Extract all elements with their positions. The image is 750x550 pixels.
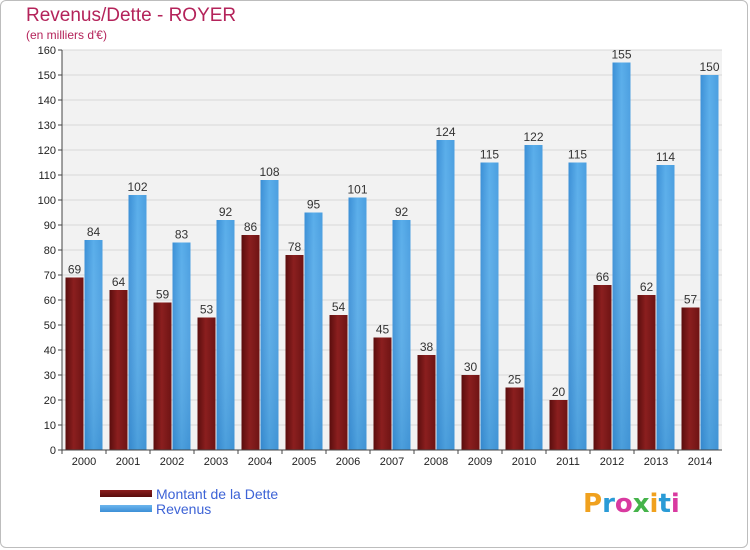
bar-debt bbox=[110, 290, 128, 450]
data-label-debt: 64 bbox=[112, 275, 126, 289]
legend-swatch-debt bbox=[100, 490, 152, 497]
proxiti-logo: Proxiti bbox=[583, 489, 680, 519]
y-tick-label: 90 bbox=[44, 220, 56, 232]
x-tick-label: 2002 bbox=[160, 456, 184, 468]
data-label-debt: 59 bbox=[156, 288, 170, 302]
bar-debt bbox=[418, 355, 436, 450]
data-label-revenue: 108 bbox=[259, 165, 279, 179]
y-tick-label: 50 bbox=[44, 320, 56, 332]
data-label-debt: 54 bbox=[332, 300, 346, 314]
legend-label-revenue: Revenus bbox=[156, 501, 211, 517]
bar-revenue-shade bbox=[173, 243, 191, 451]
x-tick-label: 2013 bbox=[644, 456, 668, 468]
data-label-debt: 69 bbox=[68, 263, 82, 277]
bar-debt bbox=[550, 400, 568, 450]
x-tick-label: 2000 bbox=[72, 456, 96, 468]
x-tick-label: 2003 bbox=[204, 456, 228, 468]
data-label-debt: 53 bbox=[200, 303, 214, 317]
bar-debt bbox=[638, 295, 656, 450]
data-label-debt: 57 bbox=[684, 293, 698, 307]
x-tick-label: 2009 bbox=[468, 456, 492, 468]
y-tick-label: 130 bbox=[38, 120, 56, 132]
data-label-revenue: 115 bbox=[480, 148, 499, 162]
bar-debt bbox=[66, 278, 84, 451]
y-tick-label: 30 bbox=[44, 370, 56, 382]
data-label-debt: 45 bbox=[376, 323, 390, 337]
data-label-revenue: 124 bbox=[435, 125, 455, 139]
data-label-debt: 25 bbox=[508, 373, 522, 387]
data-label-revenue: 101 bbox=[347, 183, 367, 197]
bar-revenue-shade bbox=[305, 213, 323, 451]
bar-debt bbox=[682, 308, 700, 451]
x-tick-label: 2006 bbox=[336, 456, 360, 468]
y-tick-label: 80 bbox=[44, 245, 56, 257]
data-label-debt: 78 bbox=[288, 240, 302, 254]
x-tick-label: 2001 bbox=[116, 456, 140, 468]
data-label-revenue: 102 bbox=[127, 180, 147, 194]
data-label-revenue: 84 bbox=[87, 225, 101, 239]
data-label-revenue: 83 bbox=[175, 228, 189, 242]
bar-debt bbox=[242, 235, 260, 450]
bar-revenue-shade bbox=[85, 240, 103, 450]
bar-revenue-shade bbox=[261, 180, 279, 450]
bar-debt bbox=[286, 255, 304, 450]
bar-revenue-shade bbox=[569, 163, 587, 451]
y-tick-label: 40 bbox=[44, 345, 56, 357]
y-tick-label: 140 bbox=[38, 95, 56, 107]
bar-revenue-shade bbox=[437, 140, 455, 450]
bar-revenue-shade bbox=[129, 195, 147, 450]
data-label-revenue: 122 bbox=[523, 130, 543, 144]
y-tick-label: 150 bbox=[38, 70, 56, 82]
x-tick-label: 2007 bbox=[380, 456, 404, 468]
y-tick-label: 120 bbox=[38, 145, 56, 157]
bar-debt bbox=[594, 285, 612, 450]
bar-revenue-shade bbox=[217, 220, 235, 450]
data-label-revenue: 150 bbox=[699, 60, 719, 74]
bar-debt bbox=[154, 303, 172, 451]
bar-revenue-shade bbox=[613, 63, 631, 451]
data-label-revenue: 95 bbox=[307, 198, 321, 212]
bar-revenue-shade bbox=[349, 198, 367, 451]
x-tick-label: 2008 bbox=[424, 456, 448, 468]
x-tick-label: 2010 bbox=[512, 456, 536, 468]
y-tick-label: 20 bbox=[44, 395, 56, 407]
y-tick-label: 10 bbox=[44, 420, 56, 432]
data-label-debt: 62 bbox=[640, 280, 654, 294]
y-tick-label: 60 bbox=[44, 295, 56, 307]
data-label-revenue: 155 bbox=[611, 48, 631, 62]
legend-swatch-revenue bbox=[100, 505, 152, 512]
data-label-revenue: 114 bbox=[656, 150, 675, 164]
x-tick-label: 2004 bbox=[248, 456, 272, 468]
bar-debt bbox=[462, 375, 480, 450]
x-tick-label: 2011 bbox=[556, 456, 580, 468]
x-tick-label: 2012 bbox=[600, 456, 624, 468]
data-label-revenue: 92 bbox=[395, 205, 409, 219]
data-label-revenue: 92 bbox=[219, 205, 233, 219]
data-label-debt: 38 bbox=[420, 340, 434, 354]
bar-revenue-shade bbox=[701, 75, 719, 450]
data-label-debt: 30 bbox=[464, 360, 478, 374]
bar-debt bbox=[330, 315, 348, 450]
y-tick-label: 110 bbox=[38, 170, 56, 182]
y-tick-label: 70 bbox=[44, 270, 56, 282]
data-label-debt: 86 bbox=[244, 220, 258, 234]
bar-revenue-shade bbox=[525, 145, 543, 450]
data-label-revenue: 115 bbox=[568, 148, 587, 162]
data-label-debt: 66 bbox=[596, 270, 610, 284]
bar-revenue-shade bbox=[393, 220, 411, 450]
y-tick-label: 100 bbox=[38, 195, 56, 207]
y-tick-label: 160 bbox=[38, 45, 56, 57]
bar-revenue-shade bbox=[657, 165, 675, 450]
bar-debt bbox=[374, 338, 392, 451]
y-tick-label: 0 bbox=[50, 445, 56, 457]
data-label-debt: 20 bbox=[552, 385, 566, 399]
x-tick-label: 2014 bbox=[688, 456, 712, 468]
legend-label-debt: Montant de la Dette bbox=[156, 486, 278, 502]
bar-revenue-shade bbox=[481, 163, 499, 451]
x-tick-label: 2005 bbox=[292, 456, 316, 468]
bar-debt bbox=[198, 318, 216, 451]
bar-debt bbox=[506, 388, 524, 451]
